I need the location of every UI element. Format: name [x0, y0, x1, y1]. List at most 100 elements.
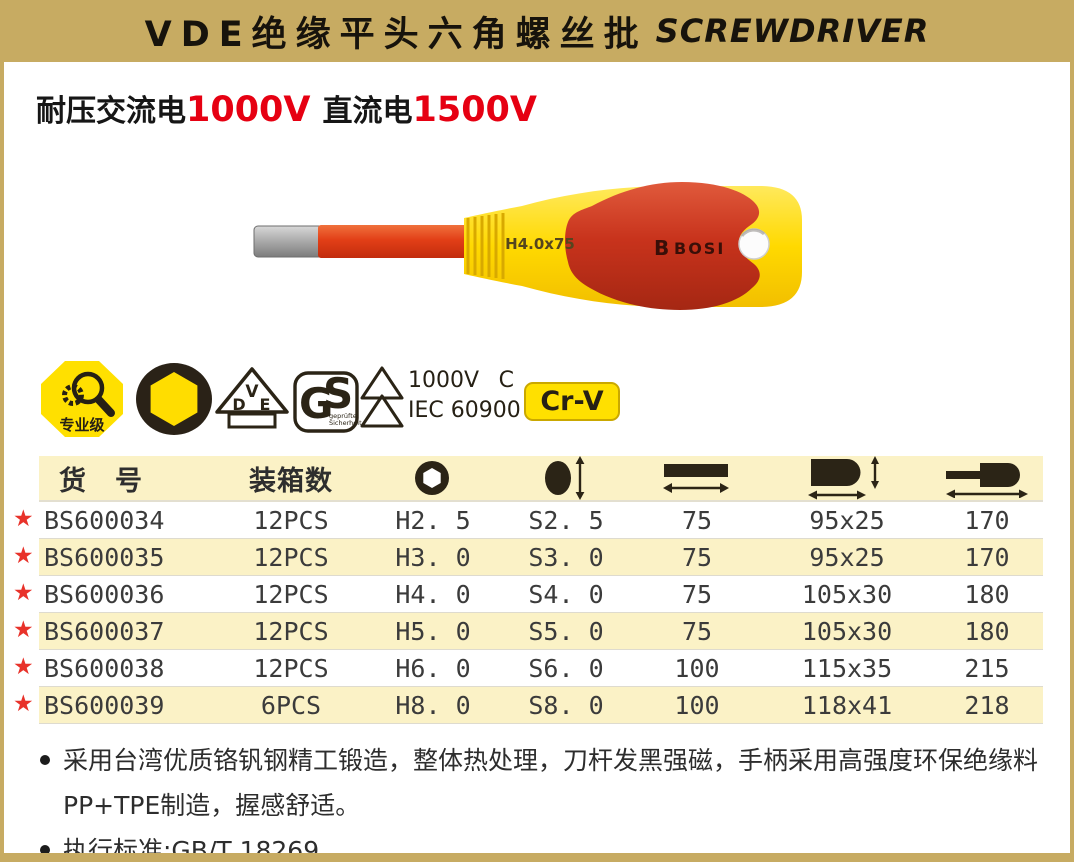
page-title-cn: VDE绝缘平头六角螺丝批	[144, 14, 648, 55]
masthead: VDE绝缘平头六角螺丝批 SCREWDRIVER	[4, 0, 1070, 62]
star-icon: ★	[13, 580, 34, 606]
brand-initial-icon: B	[654, 236, 669, 260]
voltage-rating-line: 耐压交流电 1000V 直流电 1500V	[36, 86, 1070, 130]
cell-diameter: S3. 0	[528, 542, 604, 572]
table-row: ★ BS600036 12PCS H4. 0 S4. 0 75 105x30 1…	[13, 576, 1043, 613]
rating-voltage: 1000V	[408, 368, 480, 393]
cell-handle-size: 95x25	[809, 505, 885, 535]
cell-packing: 12PCS	[253, 542, 329, 572]
cell-overall-length: 180	[964, 616, 1010, 646]
bullet-icon	[40, 755, 50, 765]
cell-hex: H5. 0	[395, 616, 471, 646]
certifications-row: 专业级 V D E G S geprüfte Sicherheit	[4, 356, 1070, 446]
cell-model: BS600039	[44, 690, 165, 720]
cell-model: BS600035	[44, 542, 165, 572]
note-item: 执行标准:GB/T 18269	[40, 828, 1070, 862]
table-row: ★ BS600038 12PCS H6. 0 S6. 0 100 115x35 …	[13, 650, 1043, 687]
cell-packing: 12PCS	[253, 579, 329, 609]
product-image: H4.0x75 B BOSI	[242, 176, 814, 318]
cell-blade-length: 75	[681, 542, 713, 572]
cell-hex: H6. 0	[395, 653, 471, 683]
vde-mark-icon: V D E	[215, 367, 289, 429]
note-item: 采用台湾优质铬钒钢精工锻造，整体热处理，刀杆发黑强磁，手柄采用高强度环保绝缘料P…	[40, 738, 1070, 828]
cell-packing: 12PCS	[253, 505, 329, 535]
cell-model: BS600036	[44, 579, 165, 609]
size-marking-text: H4.0x75	[505, 235, 575, 253]
brand-text: BOSI	[674, 239, 725, 258]
spec-table: 货 号 装箱数	[13, 456, 1043, 724]
cell-diameter: S2. 5	[528, 505, 604, 535]
gs-small-text1: geprüfte	[329, 412, 357, 420]
table-row: ★ BS600034 12PCS H2. 5 S2. 5 75 95x25 17…	[13, 502, 1043, 539]
cell-diameter: S8. 0	[528, 690, 604, 720]
cell-overall-length: 215	[964, 653, 1010, 683]
table-row: ★ BS600037 12PCS H5. 0 S5. 0 75 105x30 1…	[13, 613, 1043, 650]
star-icon: ★	[13, 506, 34, 532]
vde-letter-v: V	[245, 382, 259, 402]
star-icon: ★	[13, 543, 34, 569]
cell-blade-length: 75	[681, 505, 713, 535]
table-header-row: 货 号 装箱数	[39, 456, 1043, 502]
screwdriver-illustration: H4.0x75 B BOSI	[253, 182, 802, 310]
cell-packing: 12PCS	[253, 616, 329, 646]
dc-voltage-label: 直流电	[322, 94, 413, 129]
hole-shadow	[740, 228, 766, 238]
vde-letter-d: D	[232, 395, 245, 414]
hex-profile-icon	[136, 363, 212, 435]
cell-diameter: S4. 0	[528, 579, 604, 609]
cell-blade-length: 75	[681, 616, 713, 646]
cell-overall-length: 218	[964, 690, 1010, 720]
blade-length-icon	[663, 464, 729, 493]
ac-voltage-value: 1000V	[186, 90, 311, 130]
ac-voltage-label: 耐压交流电	[36, 94, 186, 129]
rating-text-block: 1000V C IEC 60900	[408, 366, 521, 426]
cell-handle-size: 105x30	[801, 579, 893, 609]
header-packing: 装箱数	[249, 465, 333, 497]
cell-handle-size: 115x35	[801, 653, 893, 683]
shaft-diameter-icon	[545, 456, 585, 500]
gs-mark-icon: G S geprüfte Sicherheit	[293, 369, 362, 433]
cell-diameter: S5. 0	[528, 616, 604, 646]
cell-model: BS600038	[44, 653, 165, 683]
gs-letter-s: S	[323, 369, 353, 418]
cell-handle-size: 95x25	[809, 542, 885, 572]
cell-hex: H3. 0	[395, 542, 471, 572]
hex-tip	[253, 225, 325, 258]
gs-small-text2: Sicherheit	[329, 419, 362, 427]
cell-handle-size: 118x41	[801, 690, 893, 720]
cell-model: BS600037	[44, 616, 165, 646]
cell-hex: H4. 0	[395, 579, 471, 609]
star-icon: ★	[13, 617, 34, 643]
cell-overall-length: 180	[964, 579, 1010, 609]
note-text: 执行标准:GB/T 18269	[63, 836, 320, 862]
crv-material-badge: Cr-V	[524, 382, 620, 421]
page-title-en: SCREWDRIVER	[655, 12, 930, 50]
cell-model: BS600034	[44, 505, 165, 535]
table-row: ★ BS600035 12PCS H3. 0 S3. 0 75 95x25 17…	[13, 539, 1043, 576]
rating-standard: IEC 60900	[408, 398, 521, 423]
notes-section: 采用台湾优质铬钒钢精工锻造，整体热处理，刀杆发黑强磁，手柄采用高强度环保绝缘料P…	[40, 738, 1070, 862]
collar-ridges	[466, 213, 505, 279]
cell-packing: 12PCS	[253, 653, 329, 683]
professional-grade-icon: 专业级	[41, 361, 123, 437]
star-icon: ★	[13, 654, 34, 680]
table-row: ★ BS600039 6PCS H8. 0 S8. 0 100 118x41 2…	[13, 687, 1043, 724]
double-insulation-icon	[360, 366, 404, 428]
header-model: 货 号	[59, 465, 143, 497]
rating-c-mark: C	[498, 368, 514, 393]
handle-red-grip	[565, 182, 760, 310]
cell-blade-length: 100	[674, 653, 720, 683]
cell-hex: H2. 5	[395, 505, 471, 535]
shaft	[318, 225, 470, 258]
star-icon: ★	[13, 691, 34, 717]
note-text: 采用台湾优质铬钒钢精工锻造，整体热处理，刀杆发黑强磁，手柄采用高强度环保绝缘料P…	[63, 746, 1039, 820]
overall-length-icon	[946, 463, 1028, 498]
gs-letter-g: G	[299, 379, 333, 428]
grade-label: 专业级	[59, 416, 105, 434]
cell-hex: H8. 0	[395, 690, 471, 720]
cell-packing: 6PCS	[260, 690, 322, 720]
cell-overall-length: 170	[964, 505, 1010, 535]
cell-diameter: S6. 0	[528, 653, 604, 683]
handle-size-icon	[808, 456, 879, 500]
